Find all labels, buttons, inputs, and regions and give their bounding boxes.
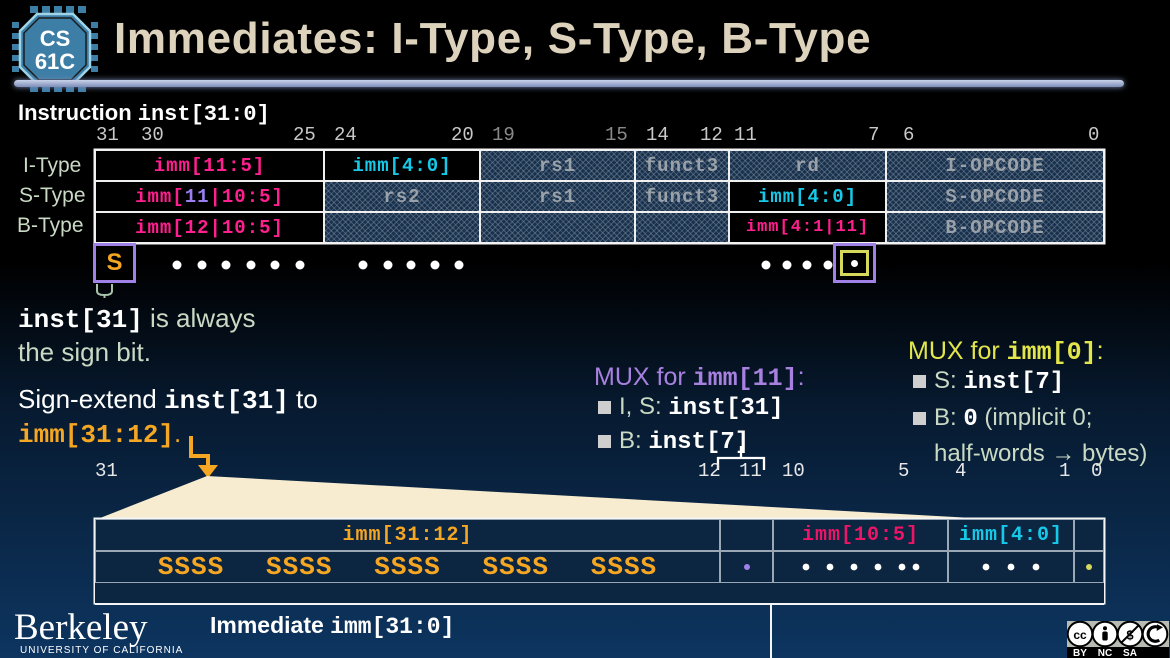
svg-text:NC: NC [1098, 648, 1112, 658]
svg-text:BY: BY [1073, 648, 1087, 658]
svg-text:cc: cc [1073, 628, 1087, 642]
svg-text:61C: 61C [35, 49, 75, 74]
svg-text:CS: CS [40, 26, 71, 51]
svg-text:SA: SA [1123, 648, 1137, 658]
